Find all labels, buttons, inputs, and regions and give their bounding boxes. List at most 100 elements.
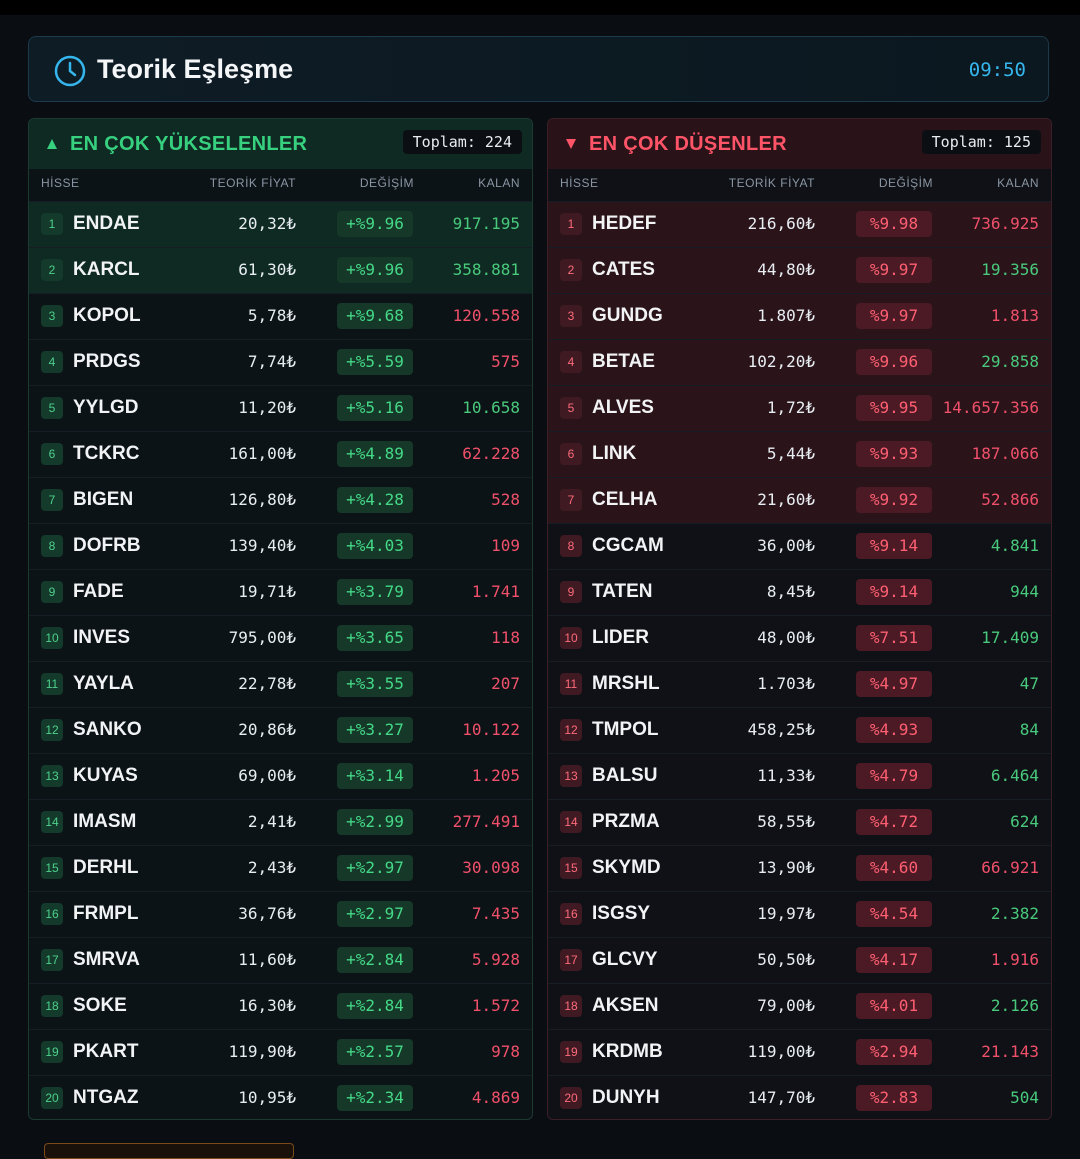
change: %9.95 — [856, 395, 932, 421]
symbol: SKYMD — [592, 857, 661, 878]
rank: 3 — [560, 305, 582, 327]
price: 119,90₺ — [228, 1042, 296, 1061]
time: 09:50 — [968, 59, 1026, 81]
row: 6 TCKRC 161,00₺ +%4.89 62.228 — [29, 431, 532, 477]
remaining: 62.228 — [462, 444, 520, 463]
symbol: SMRVA — [73, 949, 140, 970]
price: 161,00₺ — [228, 444, 296, 463]
rank: 14 — [560, 811, 582, 833]
row: 10 INVES 795,00₺ +%3.65 118 — [29, 615, 532, 661]
symbol: FRMPL — [73, 903, 139, 924]
remaining: 4.869 — [471, 1088, 520, 1107]
change: +%3.55 — [337, 671, 413, 697]
remaining: 2.126 — [990, 996, 1039, 1015]
price: 8,45₺ — [766, 582, 815, 601]
symbol: PRZMA — [592, 811, 660, 832]
remaining: 917.195 — [452, 214, 520, 233]
change: %9.98 — [856, 211, 932, 237]
symbol: TCKRC — [73, 443, 140, 464]
rank: 15 — [560, 857, 582, 879]
rank: 18 — [560, 995, 582, 1017]
price: 7,74₺ — [247, 352, 296, 371]
symbol: SOKE — [73, 995, 127, 1016]
price: 126,80₺ — [228, 490, 296, 509]
down-icon — [566, 139, 576, 149]
change: %4.72 — [856, 809, 932, 835]
row: 1 ENDAE 20,32₺ +%9.96 917.195 — [29, 201, 532, 247]
rank: 18 — [41, 995, 63, 1017]
symbol: DOFRB — [73, 535, 141, 556]
rank: 2 — [41, 259, 63, 281]
price: 2,43₺ — [247, 858, 296, 877]
remaining: 1.813 — [990, 306, 1039, 325]
rank: 5 — [560, 397, 582, 419]
price: 44,80₺ — [757, 260, 815, 279]
rank: 4 — [41, 351, 63, 373]
price: 11,60₺ — [238, 950, 296, 969]
total: Toplam: 224 — [402, 130, 522, 154]
row: 13 BALSU 11,33₺ %4.79 6.464 — [548, 753, 1051, 799]
header: Teorik Eşleşme 09:50 — [28, 36, 1049, 102]
remaining: 17.409 — [981, 628, 1039, 647]
row: 12 SANKO 20,86₺ +%3.27 10.122 — [29, 707, 532, 753]
remaining: 14.657.356 — [942, 398, 1039, 417]
price: 102,20₺ — [747, 352, 815, 371]
symbol: DUNYH — [592, 1087, 660, 1108]
symbol: DERHL — [73, 857, 139, 878]
remaining: 1.205 — [471, 766, 520, 785]
symbol: MRSHL — [592, 673, 660, 694]
rank: 7 — [41, 489, 63, 511]
rank: 12 — [560, 719, 582, 741]
symbol: BIGEN — [73, 489, 134, 510]
total: Toplam: 125 — [921, 130, 1041, 154]
rank: 6 — [560, 443, 582, 465]
symbol: FADE — [73, 581, 124, 602]
row: 1 HEDEF 216,60₺ %9.98 736.925 — [548, 201, 1051, 247]
remaining: 2.382 — [990, 904, 1039, 923]
remaining: 5.928 — [471, 950, 520, 969]
price: 1,72₺ — [766, 398, 815, 417]
remaining: 736.925 — [971, 214, 1039, 233]
change: +%9.96 — [337, 257, 413, 283]
rank: 12 — [41, 719, 63, 741]
price: 13,90₺ — [757, 858, 815, 877]
rank: 7 — [560, 489, 582, 511]
row: 13 KUYAS 69,00₺ +%3.14 1.205 — [29, 753, 532, 799]
change: %9.14 — [856, 579, 932, 605]
row: 15 SKYMD 13,90₺ %4.60 66.921 — [548, 845, 1051, 891]
remaining: 1.916 — [990, 950, 1039, 969]
symbol: CELHA — [592, 489, 658, 510]
remaining: 277.491 — [452, 812, 520, 831]
symbol: LINK — [592, 443, 637, 464]
remaining: 4.841 — [990, 536, 1039, 555]
price: 19,71₺ — [238, 582, 296, 601]
price: 58,55₺ — [757, 812, 815, 831]
column-header: KALAN — [997, 176, 1039, 190]
price: 5,78₺ — [247, 306, 296, 325]
remaining: 19.356 — [981, 260, 1039, 279]
change: %4.54 — [856, 901, 932, 927]
row: 8 CGCAM 36,00₺ %9.14 4.841 — [548, 523, 1051, 569]
symbol: ALVES — [592, 397, 654, 418]
change: +%3.79 — [337, 579, 413, 605]
price: 147,70₺ — [747, 1088, 815, 1107]
row: 2 CATES 44,80₺ %9.97 19.356 — [548, 247, 1051, 293]
price: 2,41₺ — [247, 812, 296, 831]
remaining: 528 — [491, 490, 520, 509]
top-bar — [0, 0, 1080, 15]
remaining: 84 — [1019, 720, 1039, 739]
change: +%4.89 — [337, 441, 413, 467]
price: 11,20₺ — [238, 398, 296, 417]
symbol: CATES — [592, 259, 655, 280]
change: %9.14 — [856, 533, 932, 559]
rank: 19 — [41, 1041, 63, 1063]
remaining: 944 — [1010, 582, 1039, 601]
symbol: IMASM — [73, 811, 137, 832]
rank: 9 — [560, 581, 582, 603]
price: 19,97₺ — [757, 904, 815, 923]
change: +%4.28 — [337, 487, 413, 513]
row: 14 PRZMA 58,55₺ %4.72 624 — [548, 799, 1051, 845]
losers-panel: EN ÇOK DÜŞENLER Toplam: 125 1 HEDEF 216,60… — [547, 118, 1052, 1120]
column-header: KALAN — [478, 176, 520, 190]
